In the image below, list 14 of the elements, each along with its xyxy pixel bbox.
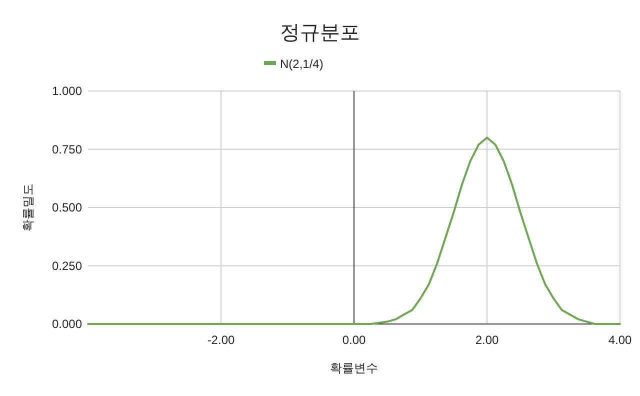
x-axis-title: 확률변수 bbox=[330, 361, 378, 375]
y-tick-label: 0.750 bbox=[52, 142, 82, 156]
y-tick-label: 0.500 bbox=[52, 200, 82, 214]
y-tick-label: 0.250 bbox=[52, 258, 82, 273]
line-series bbox=[87, 136, 621, 325]
chart-title: 정규분포 bbox=[280, 22, 360, 44]
x-tick-label: 2.00 bbox=[475, 333, 499, 347]
x-tick-label: -2.00 bbox=[207, 333, 235, 347]
legend-label: N(2,1/4) bbox=[280, 57, 324, 71]
y-axis-title: 확률밀도 bbox=[21, 184, 35, 232]
x-tick-label: 4.00 bbox=[608, 333, 632, 347]
y-tick-label: 1.000 bbox=[52, 84, 82, 98]
x-tick-label: 0.00 bbox=[342, 333, 366, 347]
y-tick-label: 0.000 bbox=[52, 317, 82, 331]
